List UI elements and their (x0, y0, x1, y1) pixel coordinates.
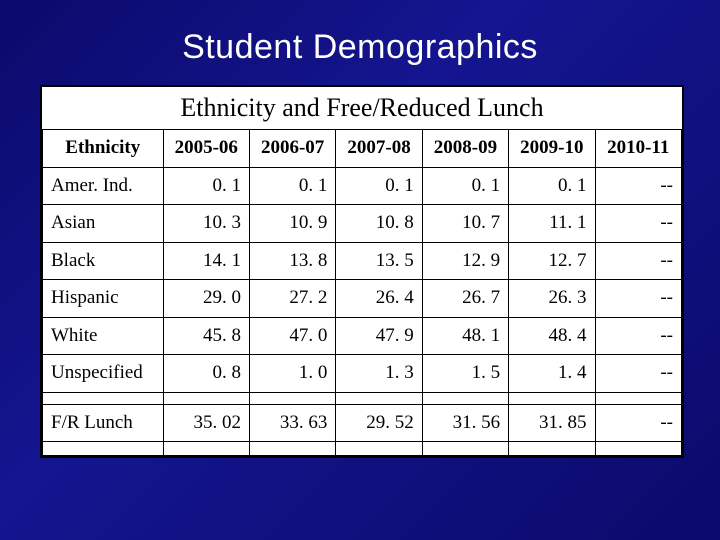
table-container: Ethnicity and Free/Reduced Lunch Ethnici… (40, 85, 684, 458)
spacer-cell (509, 392, 595, 404)
spacer-cell (422, 392, 508, 404)
row-label: F/R Lunch (43, 404, 164, 442)
row-label: Asian (43, 205, 164, 243)
table-row: F/R Lunch35. 0233. 6329. 5231. 5631. 85-… (43, 404, 682, 442)
cell: 1. 0 (249, 355, 335, 393)
cell: 0. 1 (336, 167, 422, 205)
row-label: Amer. Ind. (43, 167, 164, 205)
spacer-cell (336, 392, 422, 404)
cell: 27. 2 (249, 280, 335, 318)
cell: 29. 0 (163, 280, 249, 318)
cell: 10. 9 (249, 205, 335, 243)
trailing-cell (336, 442, 422, 456)
table-header-row: Ethnicity 2005-06 2006-07 2007-08 2008-0… (43, 130, 682, 168)
cell: 11. 1 (509, 205, 595, 243)
cell: 10. 3 (163, 205, 249, 243)
table-row: Black14. 113. 813. 512. 912. 7-- (43, 242, 682, 280)
cell: 0. 1 (509, 167, 595, 205)
table-row: Unspecified0. 81. 01. 31. 51. 4-- (43, 355, 682, 393)
table-row: Amer. Ind.0. 10. 10. 10. 10. 1-- (43, 167, 682, 205)
table-row: Asian10. 310. 910. 810. 711. 1-- (43, 205, 682, 243)
table-title: Ethnicity and Free/Reduced Lunch (42, 87, 682, 129)
cell: -- (595, 280, 681, 318)
row-label: White (43, 317, 164, 355)
cell: 10. 7 (422, 205, 508, 243)
row-label: Black (43, 242, 164, 280)
cell: 1. 5 (422, 355, 508, 393)
cell: -- (595, 167, 681, 205)
cell: 0. 1 (163, 167, 249, 205)
cell: 14. 1 (163, 242, 249, 280)
cell: 26. 7 (422, 280, 508, 318)
cell: 1. 3 (336, 355, 422, 393)
trailing-cell (422, 442, 508, 456)
cell: 31. 85 (509, 404, 595, 442)
col-header: 2009-10 (509, 130, 595, 168)
cell: 47. 0 (249, 317, 335, 355)
col-header: 2005-06 (163, 130, 249, 168)
trailing-cell (249, 442, 335, 456)
table-body: Amer. Ind.0. 10. 10. 10. 10. 1--Asian10.… (43, 167, 682, 456)
col-header: 2007-08 (336, 130, 422, 168)
spacer-cell (43, 392, 164, 404)
table-row: White45. 847. 047. 948. 148. 4-- (43, 317, 682, 355)
spacer-cell (163, 392, 249, 404)
table-row: Hispanic29. 027. 226. 426. 726. 3-- (43, 280, 682, 318)
cell: 35. 02 (163, 404, 249, 442)
cell: 29. 52 (336, 404, 422, 442)
col-header: 2008-09 (422, 130, 508, 168)
cell: 33. 63 (249, 404, 335, 442)
row-label: Hispanic (43, 280, 164, 318)
cell: 26. 4 (336, 280, 422, 318)
cell: 1. 4 (509, 355, 595, 393)
trailing-cell (509, 442, 595, 456)
trailing-cell (595, 442, 681, 456)
cell: 13. 5 (336, 242, 422, 280)
cell: 0. 1 (422, 167, 508, 205)
row-label: Unspecified (43, 355, 164, 393)
col-header: 2006-07 (249, 130, 335, 168)
trailing-cell (163, 442, 249, 456)
trailing-cell (43, 442, 164, 456)
trailing-row (43, 442, 682, 456)
cell: 12. 9 (422, 242, 508, 280)
row-header-label: Ethnicity (43, 130, 164, 168)
demographics-table: Ethnicity 2005-06 2006-07 2007-08 2008-0… (42, 129, 682, 456)
cell: 26. 3 (509, 280, 595, 318)
cell: 12. 7 (509, 242, 595, 280)
col-header: 2010-11 (595, 130, 681, 168)
cell: 47. 9 (336, 317, 422, 355)
cell: 0. 1 (249, 167, 335, 205)
cell: 48. 1 (422, 317, 508, 355)
spacer-row (43, 392, 682, 404)
cell: 48. 4 (509, 317, 595, 355)
cell: -- (595, 317, 681, 355)
cell: -- (595, 404, 681, 442)
cell: 31. 56 (422, 404, 508, 442)
cell: 10. 8 (336, 205, 422, 243)
cell: -- (595, 355, 681, 393)
page-title: Student Demographics (40, 28, 680, 67)
cell: 45. 8 (163, 317, 249, 355)
cell: -- (595, 242, 681, 280)
cell: 0. 8 (163, 355, 249, 393)
spacer-cell (249, 392, 335, 404)
spacer-cell (595, 392, 681, 404)
slide: Student Demographics Ethnicity and Free/… (0, 0, 720, 540)
cell: -- (595, 205, 681, 243)
cell: 13. 8 (249, 242, 335, 280)
